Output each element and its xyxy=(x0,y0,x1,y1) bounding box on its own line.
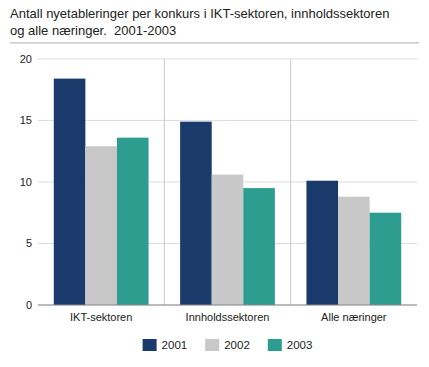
legend-label: 2001 xyxy=(162,339,188,351)
title-line: og alle næringer. 2001-2003 xyxy=(10,23,176,38)
bar xyxy=(180,122,212,305)
bar xyxy=(117,138,149,305)
x-tick-label: Innholdssektoren xyxy=(186,311,270,323)
grid xyxy=(38,59,417,305)
legend: 2001 2002 2003 xyxy=(143,339,313,351)
bar xyxy=(54,79,86,305)
legend-item: 2001 xyxy=(143,339,188,351)
bar xyxy=(338,197,370,305)
legend-item: 2003 xyxy=(268,339,313,351)
legend-swatch xyxy=(268,339,282,351)
group-separator xyxy=(164,59,165,305)
x-tick-label: Alle næringer xyxy=(321,311,387,323)
x-axis-line xyxy=(38,305,417,306)
legend-swatch xyxy=(143,339,157,351)
bar xyxy=(85,146,117,305)
grid-line xyxy=(38,305,417,306)
y-tick-label: 20 xyxy=(20,53,32,65)
bar xyxy=(306,181,338,305)
bar xyxy=(212,175,244,305)
grid-line xyxy=(38,58,417,59)
grid-line xyxy=(38,120,417,121)
chart-svg: Antall nyetableringer per konkurs i IKT-… xyxy=(0,0,429,367)
bars xyxy=(54,79,401,305)
bar xyxy=(370,213,402,305)
x-tick-label: IKT-sektoren xyxy=(70,311,132,323)
bar xyxy=(243,188,275,305)
legend-item: 2002 xyxy=(205,339,250,351)
y-tick-label: 5 xyxy=(26,237,32,249)
y-tick-label: 0 xyxy=(26,299,32,311)
y-tick-label: 10 xyxy=(20,176,32,188)
chart-container: Antall nyetableringer per konkurs i IKT-… xyxy=(0,0,429,367)
title: Antall nyetableringer per konkurs i IKT-… xyxy=(10,6,389,38)
group-separator xyxy=(290,59,291,305)
legend-label: 2003 xyxy=(287,339,313,351)
title-line: Antall nyetableringer per konkurs i IKT-… xyxy=(10,6,389,21)
legend-label: 2002 xyxy=(224,339,250,351)
legend-swatch xyxy=(205,339,219,351)
title-rule xyxy=(10,42,419,43)
y-tick-label: 15 xyxy=(20,114,32,126)
